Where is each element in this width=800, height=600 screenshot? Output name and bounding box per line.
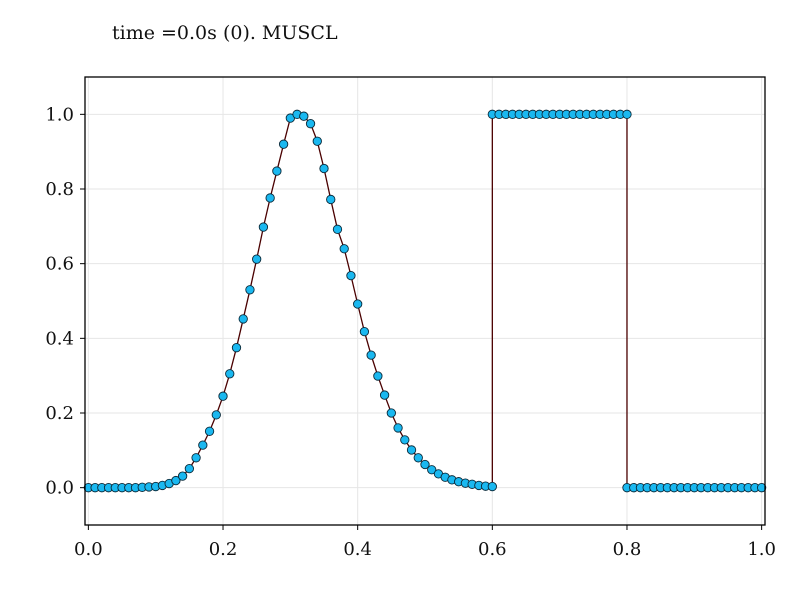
- data-point: [420, 459, 430, 470]
- data-point: [339, 244, 349, 254]
- data-point: [622, 109, 632, 119]
- y-tick-label: 0.4: [45, 328, 74, 349]
- data-point: [386, 408, 396, 418]
- data-point: [204, 426, 215, 436]
- x-tick-label: 0.2: [209, 539, 238, 560]
- data-point: [427, 465, 437, 475]
- grid: [85, 77, 765, 525]
- y-tick-label: 0.8: [45, 179, 74, 200]
- data-point: [413, 453, 423, 463]
- data-point: [171, 475, 181, 486]
- data-point: [366, 350, 376, 360]
- data-point: [265, 193, 275, 203]
- data-point: [245, 285, 255, 295]
- data-point: [373, 371, 383, 381]
- data-point: [359, 326, 370, 337]
- data-point: [231, 343, 242, 353]
- y-tick-label: 0.0: [45, 478, 74, 499]
- data-point: [406, 445, 417, 455]
- data-point: [211, 410, 221, 420]
- data-point: [487, 481, 497, 492]
- data-point: [225, 369, 235, 379]
- data-point: [332, 224, 343, 234]
- data-point: [184, 463, 195, 474]
- data-point: [379, 390, 390, 400]
- series-line: [88, 113, 762, 489]
- y-tick-label: 0.6: [45, 254, 74, 275]
- data-point: [299, 111, 309, 121]
- chart-title: time =0.0s (0). MUSCL: [112, 22, 338, 44]
- axes-frame: [84, 76, 766, 526]
- data-point: [346, 270, 356, 281]
- data-markers: [83, 109, 767, 493]
- data-point: [198, 440, 208, 450]
- data-point: [326, 194, 336, 205]
- data-point: [191, 453, 201, 463]
- data-point: [353, 299, 363, 309]
- data-point: [400, 435, 410, 445]
- data-point: [272, 166, 282, 176]
- data-point: [278, 139, 289, 149]
- x-tick-label: 1.0: [747, 539, 776, 560]
- data-point: [305, 119, 316, 129]
- data-point: [177, 471, 188, 481]
- series-line-layer: [88, 113, 762, 489]
- data-point: [319, 163, 329, 174]
- x-axis: 0.0 0.2 0.4 0.6 0.8 1.0: [74, 525, 776, 560]
- y-tick-label: 0.2: [45, 403, 74, 424]
- y-tick-label: 1.0: [45, 104, 74, 125]
- x-tick-label: 0.4: [343, 539, 372, 560]
- y-axis: 0.0 0.2 0.4 0.6 0.8 1.0: [45, 104, 85, 499]
- data-point: [756, 483, 767, 493]
- data-point: [393, 423, 403, 433]
- data-point: [218, 391, 228, 401]
- data-point: [312, 136, 322, 146]
- x-tick-label: 0.6: [478, 539, 507, 560]
- x-tick-label: 0.8: [613, 539, 642, 560]
- data-point: [238, 314, 248, 324]
- data-point: [252, 254, 262, 264]
- x-tick-label: 0.0: [74, 539, 103, 560]
- data-point: [258, 222, 269, 232]
